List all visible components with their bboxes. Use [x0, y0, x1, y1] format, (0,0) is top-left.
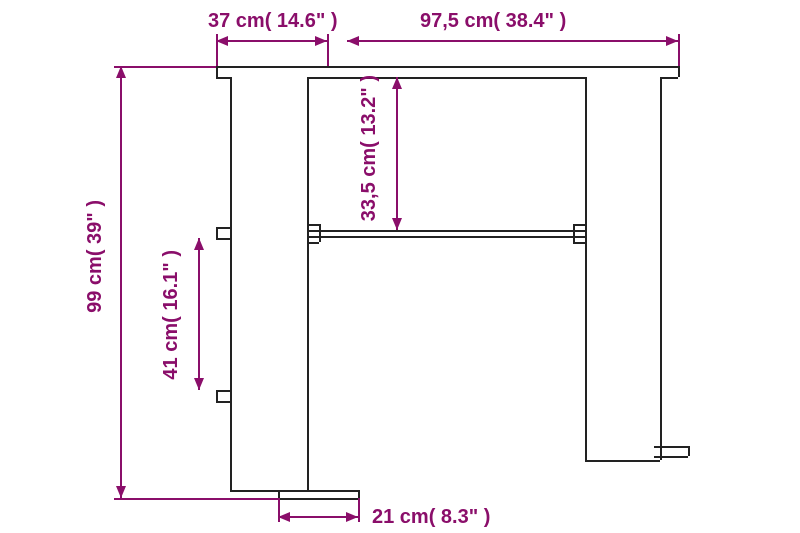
dim-depth: 37 cm( 14.6" ) [208, 10, 338, 33]
dim-rod-drop: 33,5 cm( 13.2" ) [358, 75, 381, 221]
dim-base-depth: 21 cm( 8.3" ) [372, 506, 490, 529]
dim-height: 99 cm( 39" ) [84, 200, 107, 313]
dim-width: 97,5 cm( 38.4" ) [420, 10, 566, 33]
dim-shelf-gap: 41 cm( 16.1" ) [160, 250, 183, 380]
